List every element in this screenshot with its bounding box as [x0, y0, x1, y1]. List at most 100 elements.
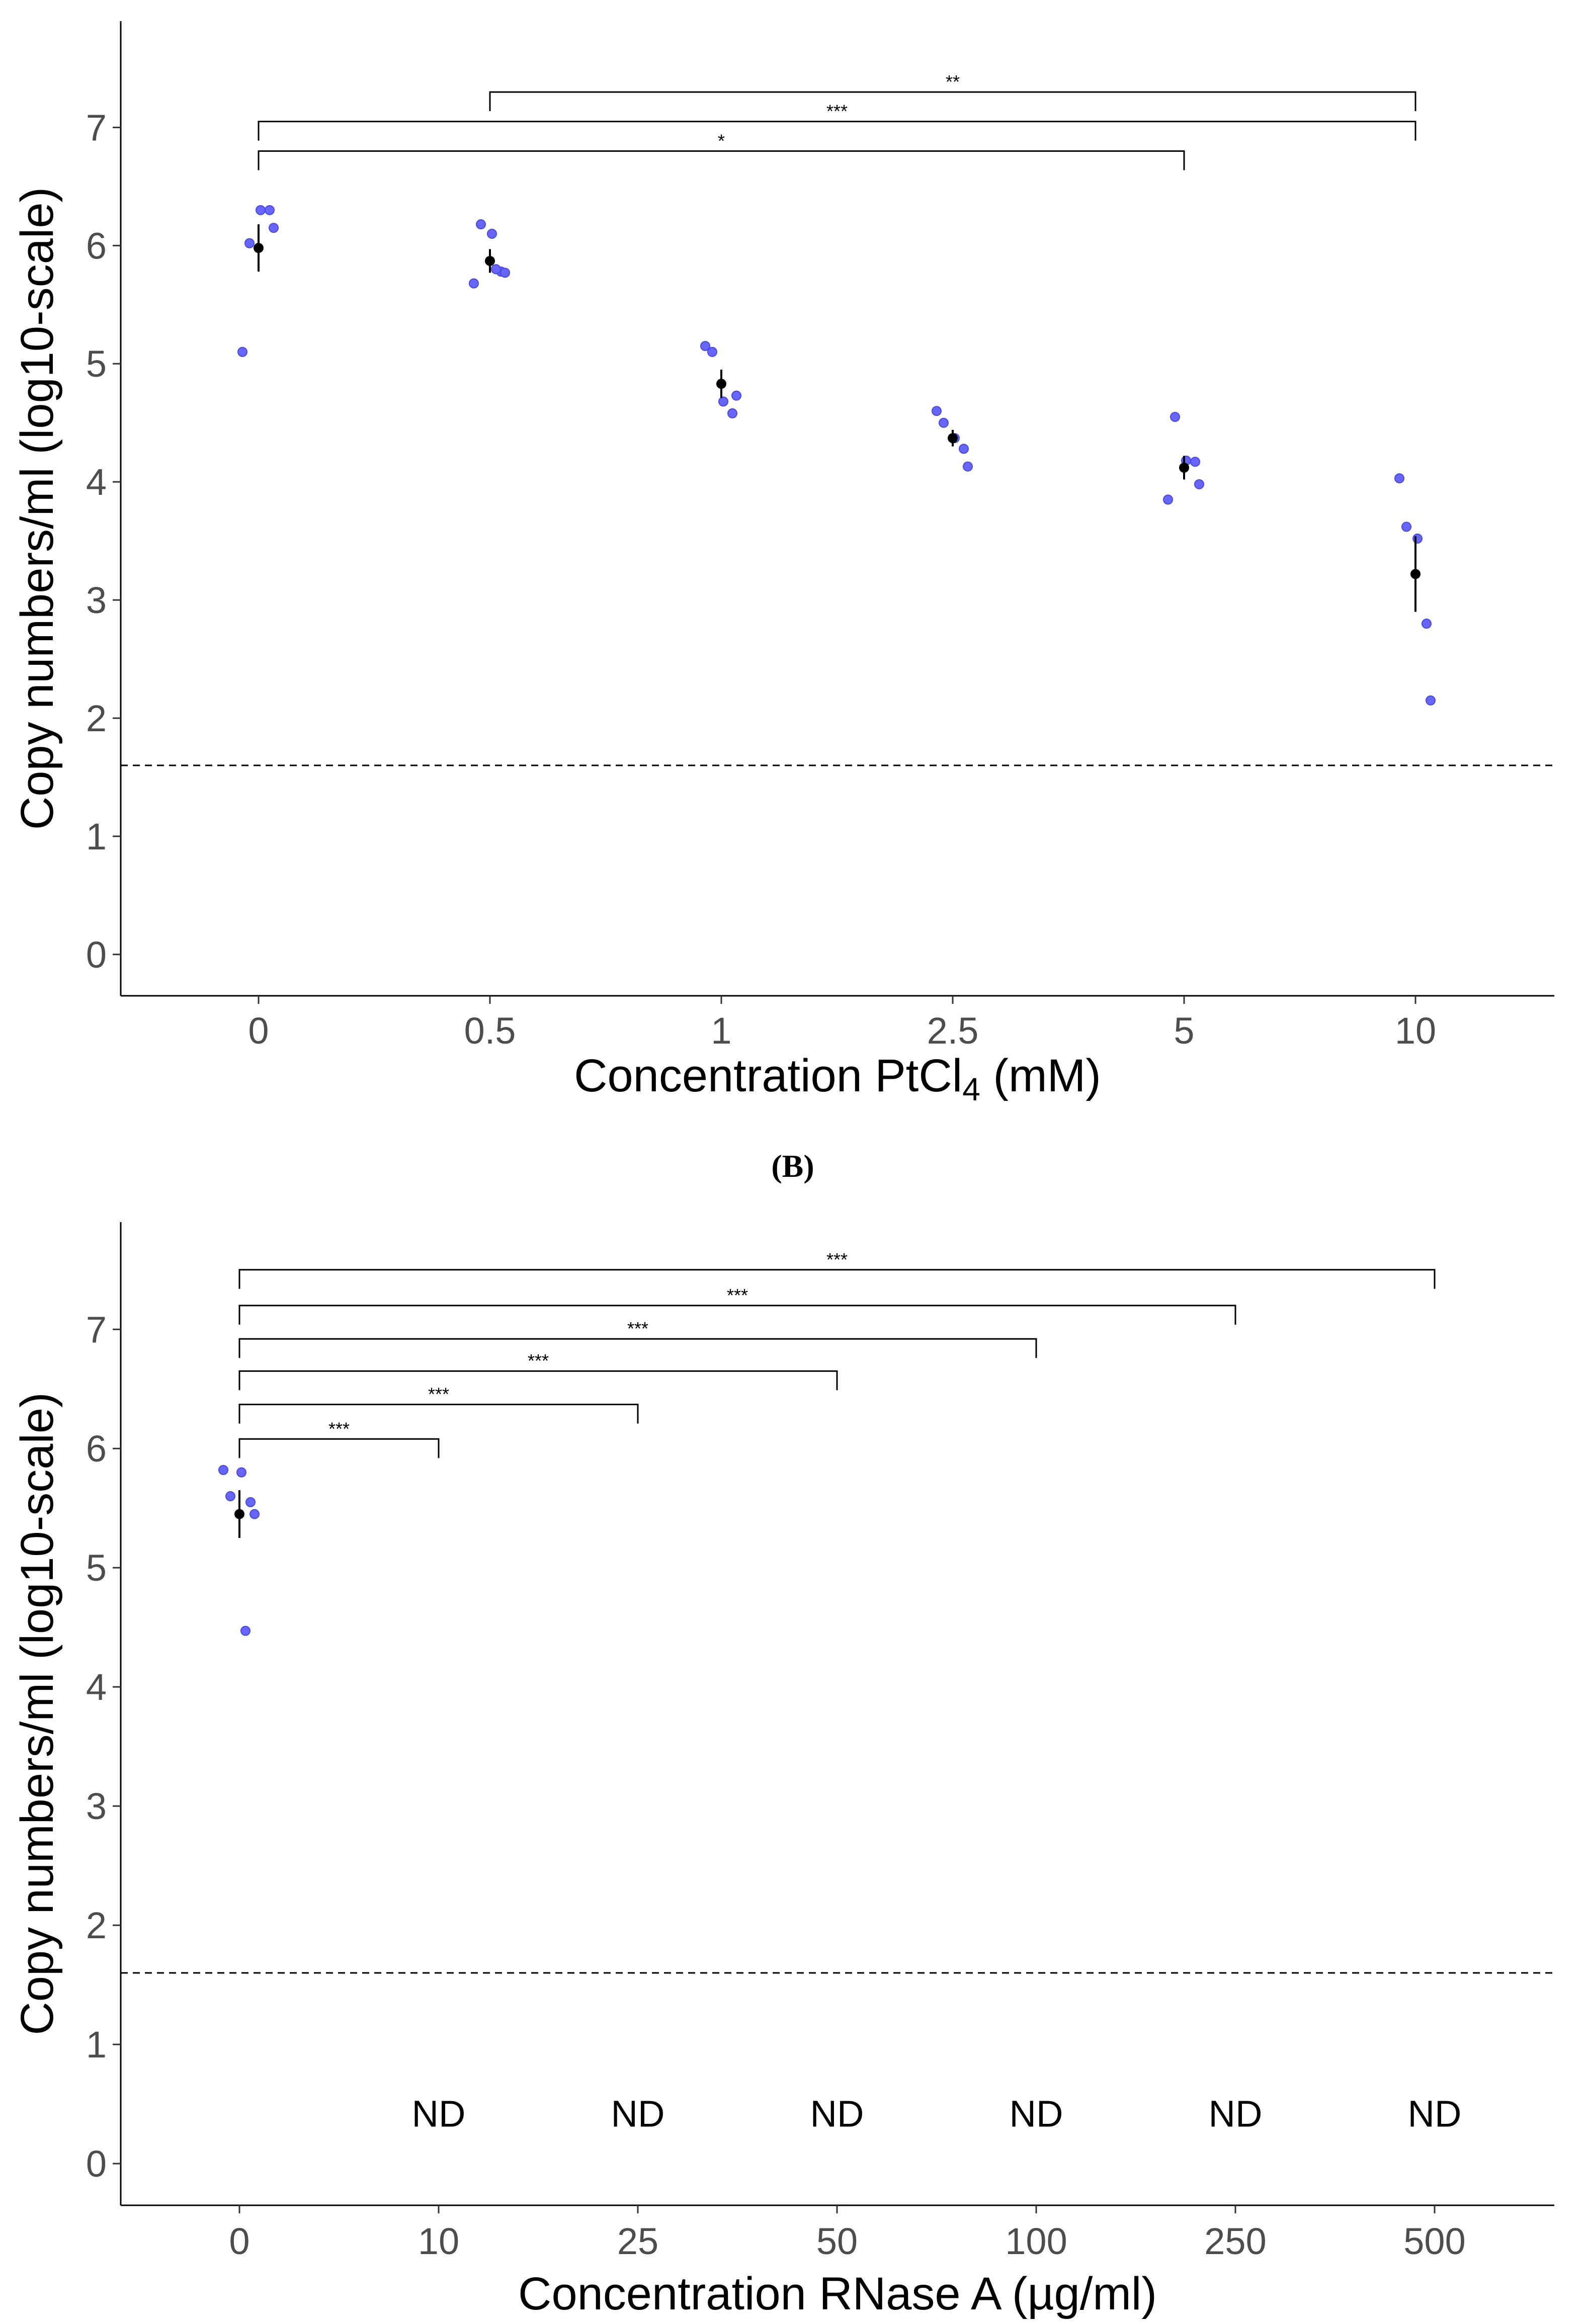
- y-axis-title: Copy numbers/ml (log10-scale): [12, 1392, 63, 2035]
- data-point: [707, 347, 717, 357]
- significance-bracket: [258, 121, 1416, 141]
- significance-label: ***: [727, 1285, 748, 1306]
- data-point: [1422, 619, 1432, 629]
- y-tick-label: 7: [86, 1309, 107, 1350]
- data-point: [218, 1465, 228, 1475]
- data-point: [469, 278, 479, 289]
- significance-label: **: [946, 71, 960, 92]
- y-tick-label: 1: [86, 816, 107, 857]
- significance-bracket: [258, 150, 1185, 170]
- chart-b: 0 1 2 3 4 5 6 7 0 10 25 50 100 250 500 Copy numbers/ml …: [12, 1222, 1554, 2319]
- significance-label: ***: [826, 101, 848, 122]
- data-point: [269, 223, 279, 233]
- significance-bracket: [238, 1438, 440, 1458]
- x-tick-label: 250: [1204, 2220, 1266, 2262]
- data-point: [225, 1491, 235, 1502]
- data-point: [1194, 479, 1204, 489]
- data-point: [240, 1625, 251, 1636]
- data-point: [487, 228, 497, 239]
- not-detected-label: ND: [1010, 2093, 1063, 2135]
- y-tick-label: 5: [86, 343, 107, 385]
- mean-point: [254, 243, 264, 253]
- y-tick-label: 4: [86, 1666, 107, 1708]
- significance-bracket: [238, 1404, 639, 1424]
- significance-label: ***: [627, 1318, 648, 1339]
- x-tick-label: 100: [1005, 2220, 1067, 2262]
- x-tick-label: 25: [617, 2220, 658, 2262]
- y-axis-title: Copy numbers/ml (log10-scale): [12, 187, 63, 830]
- y-tick-label: 2: [86, 698, 107, 739]
- data-point: [1170, 411, 1180, 422]
- x-tick-label: 0: [229, 2220, 249, 2262]
- x-tick-label: 0.5: [464, 1010, 516, 1052]
- significance-label: ***: [328, 1418, 350, 1439]
- x-tick-label: 1: [711, 1010, 731, 1052]
- y-tick-label: 2: [86, 1905, 107, 1946]
- x-tick-label: 0: [248, 1010, 269, 1052]
- x-tick-label: 2.5: [927, 1010, 979, 1052]
- data-point: [500, 268, 510, 278]
- y-tick-label: 6: [86, 225, 107, 267]
- not-detected-label: ND: [611, 2093, 665, 2135]
- y-tick-label: 4: [86, 461, 107, 503]
- data-point: [1401, 522, 1411, 532]
- significance-label: ***: [428, 1384, 449, 1405]
- data-point: [244, 238, 255, 248]
- data-point: [1163, 494, 1173, 505]
- significance-bracket: [238, 1269, 1436, 1289]
- x-tick-label: 500: [1403, 2220, 1465, 2262]
- data-point: [1394, 473, 1404, 484]
- data-point: [476, 219, 486, 230]
- significance-label: *: [718, 130, 725, 151]
- significance-label: ***: [528, 1350, 549, 1371]
- mean-point: [1410, 569, 1421, 579]
- data-point: [939, 417, 949, 428]
- data-point: [731, 390, 741, 401]
- significance-bracket: [238, 1305, 1236, 1325]
- data-point: [237, 347, 247, 357]
- mean-point: [485, 255, 495, 266]
- x-tick-label: 5: [1174, 1010, 1194, 1052]
- data-point: [932, 406, 942, 416]
- y-tick-label: 3: [86, 579, 107, 621]
- not-detected-label: ND: [1408, 2093, 1462, 2135]
- data-point: [265, 205, 275, 215]
- not-detected-label: ND: [1209, 2093, 1263, 2135]
- data-point: [491, 264, 501, 275]
- mean-point: [234, 1509, 244, 1519]
- data-point: [236, 1467, 246, 1478]
- data-point: [249, 1509, 260, 1519]
- data-point: [1412, 533, 1423, 544]
- x-axis-title: Concentration PtCl4 (mM): [574, 1050, 1101, 1107]
- significance-bracket: [238, 1338, 1037, 1358]
- mean-point: [948, 433, 958, 444]
- x-tick-label: 10: [1395, 1010, 1436, 1052]
- y-tick-label: 1: [86, 2024, 107, 2065]
- data-point: [1190, 457, 1200, 467]
- y-tick-label: 5: [86, 1547, 107, 1589]
- data-point: [700, 341, 710, 351]
- mean-point: [1179, 462, 1189, 473]
- data-point: [959, 444, 969, 454]
- y-tick-label: 7: [86, 107, 107, 148]
- x-tick-label: 50: [816, 2220, 858, 2262]
- not-detected-label: ND: [412, 2093, 466, 2135]
- data-point: [727, 408, 737, 418]
- y-tick-label: 3: [86, 1785, 107, 1827]
- data-point: [963, 461, 973, 472]
- x-axis-title: Concentration RNase A (µg/ml): [518, 2268, 1157, 2319]
- x-tick-label: 10: [418, 2220, 459, 2262]
- y-tick-label: 0: [86, 2143, 107, 2185]
- chart-a: 0 1 2 3 4 5 6 7 0 0.5 1 2.5 5 10 Copy numbers/ml (log1…: [12, 21, 1554, 1107]
- data-point: [245, 1497, 256, 1507]
- mean-point: [716, 379, 726, 389]
- data-point: [1426, 695, 1436, 706]
- data-point: [256, 205, 266, 215]
- y-tick-label: 6: [86, 1428, 107, 1470]
- panel-b-label: (B): [771, 1148, 814, 1184]
- not-detected-label: ND: [810, 2093, 864, 2135]
- significance-bracket: [489, 91, 1416, 111]
- significance-label: ***: [826, 1249, 848, 1270]
- significance-bracket: [238, 1370, 838, 1391]
